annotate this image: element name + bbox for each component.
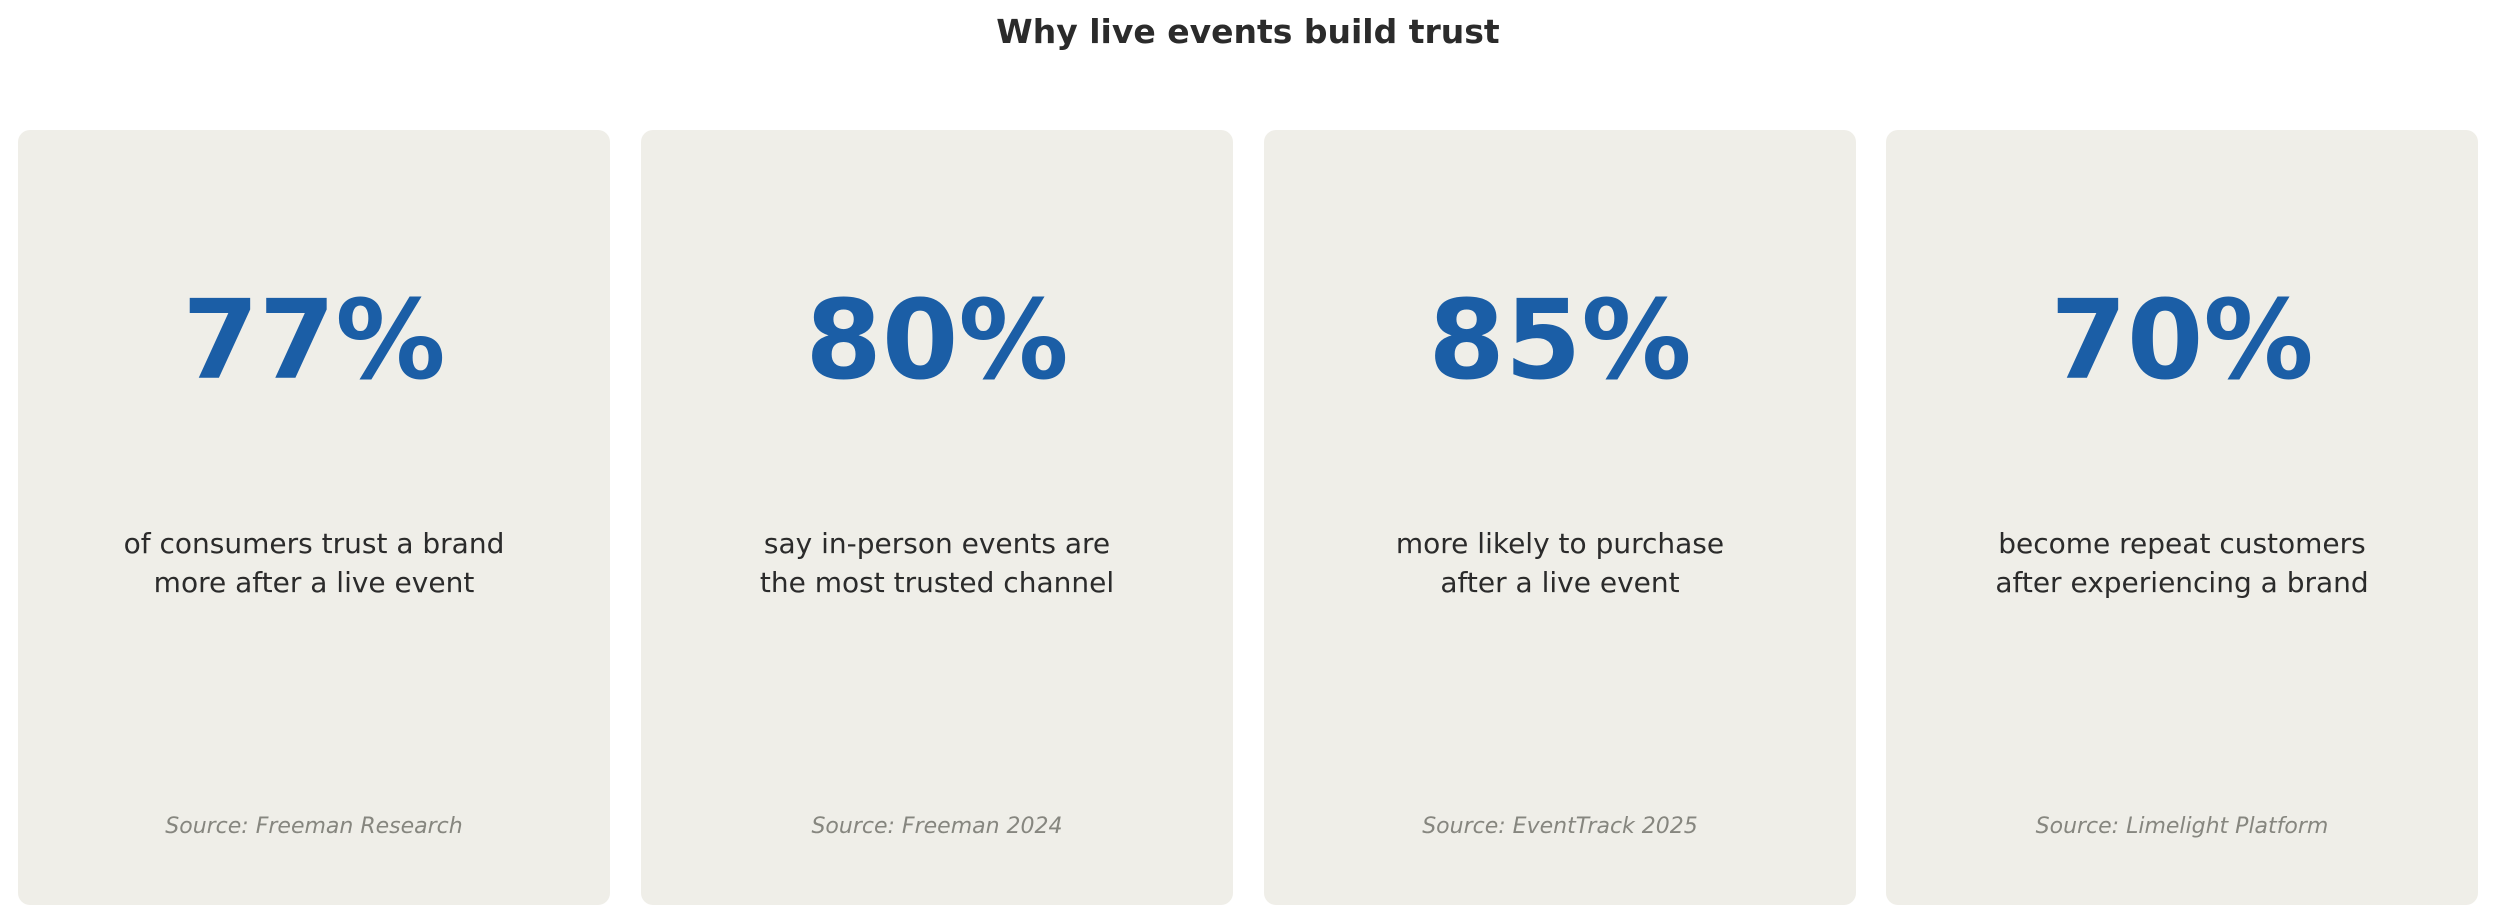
- stat-description: say in-person events are the most truste…: [641, 524, 1233, 602]
- stat-value: 70%: [2050, 276, 2314, 404]
- stat-description-line: the most trusted channel: [759, 566, 1115, 599]
- stat-description-line: more after a live event: [153, 566, 475, 599]
- stat-value: 85%: [1428, 276, 1692, 404]
- stat-description-line: of consumers trust a brand: [123, 527, 505, 560]
- stat-source: Source: Limelight Platform: [2035, 814, 2329, 839]
- page-title: Why live events build trust: [996, 12, 1500, 51]
- stat-source: Source: Freeman 2024: [811, 814, 1063, 839]
- stat-card-4: 70% become repeat customers after experi…: [1886, 130, 2478, 905]
- stat-card-2: 80% say in-person events are the most tr…: [641, 130, 1233, 905]
- stat-description: become repeat customers after experienci…: [1886, 524, 2478, 602]
- stat-value: 80%: [805, 276, 1069, 404]
- stat-description: of consumers trust a brand more after a …: [18, 524, 610, 602]
- stat-card-1: 77% of consumers trust a brand more afte…: [18, 130, 610, 905]
- stat-description-line: more likely to purchase: [1395, 527, 1725, 560]
- stat-value: 77%: [182, 276, 446, 404]
- stat-description: more likely to purchase after a live eve…: [1264, 524, 1856, 602]
- stat-source: Source: EventTrack 2025: [1422, 814, 1698, 839]
- stat-source: Source: Freeman Research: [165, 814, 463, 839]
- stat-description-line: say in-person events are: [763, 527, 1111, 560]
- stat-description-line: after experiencing a brand: [1995, 566, 2369, 599]
- stat-description-line: become repeat customers: [1998, 527, 2366, 560]
- stat-description-line: after a live event: [1440, 566, 1680, 599]
- stat-card-3: 85% more likely to purchase after a live…: [1264, 130, 1856, 905]
